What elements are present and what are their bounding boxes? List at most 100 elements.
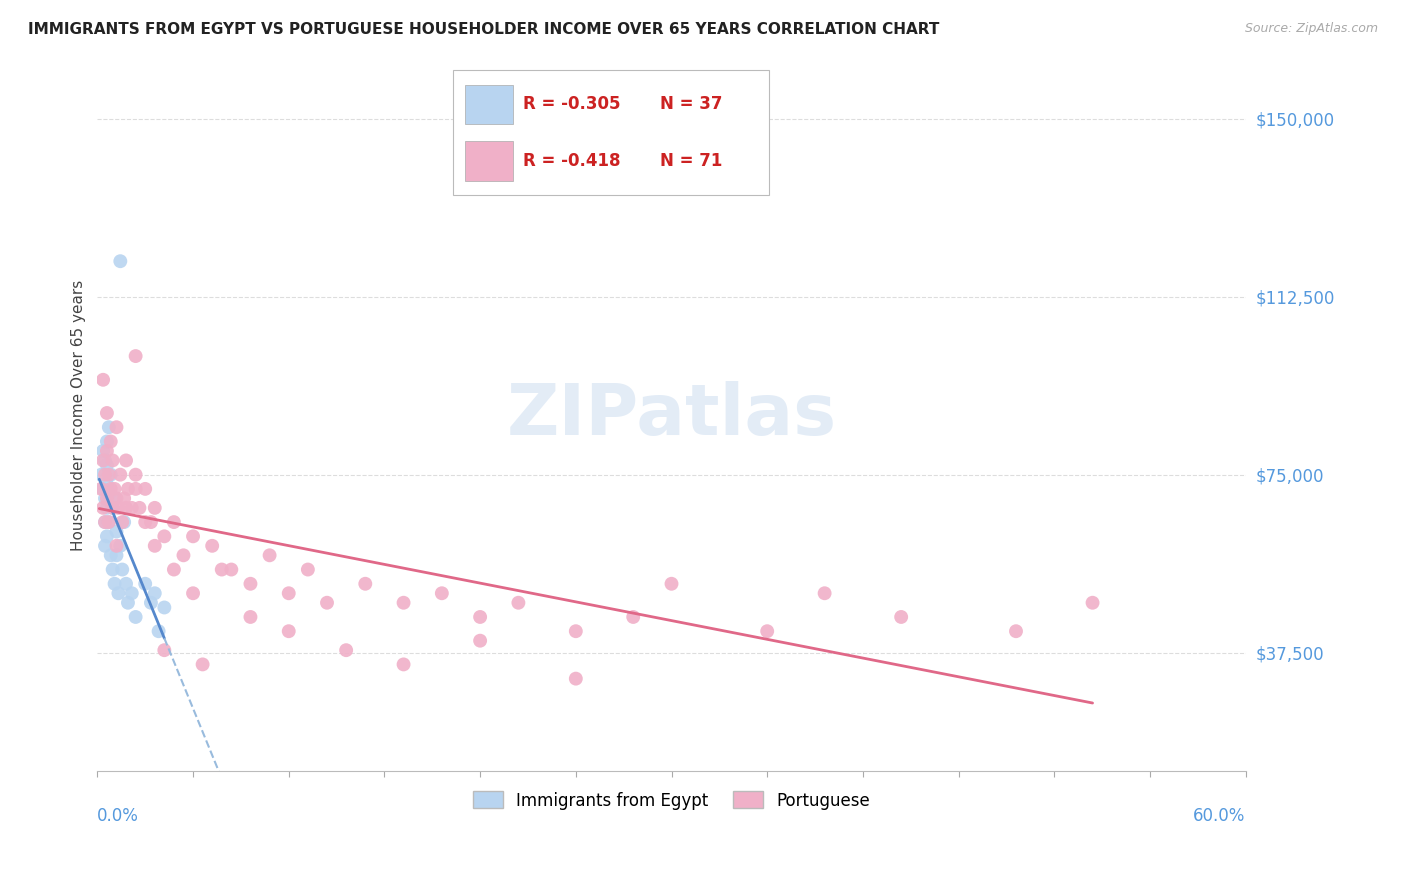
Point [392, 596, 415, 610]
Point [143, 586, 166, 600]
Text: N = 37: N = 37 [659, 95, 723, 113]
Point [110, 254, 132, 268]
Point [97, 420, 120, 434]
Point [97, 515, 120, 529]
Point [153, 529, 176, 543]
Point [103, 491, 125, 506]
Point [96, 477, 118, 491]
Point [121, 500, 143, 515]
Point [90, 467, 112, 482]
Point [91, 444, 114, 458]
Point [103, 482, 125, 496]
Point [91, 482, 114, 496]
Point [148, 624, 170, 639]
Point [134, 576, 156, 591]
Point [94, 515, 117, 529]
Point [105, 420, 128, 434]
Text: R = -0.305: R = -0.305 [523, 95, 621, 113]
Point [101, 562, 124, 576]
Point [468, 633, 491, 648]
Point [124, 482, 146, 496]
Point [112, 515, 135, 529]
Point [115, 453, 138, 467]
Point [191, 657, 214, 672]
Point [111, 515, 134, 529]
Point [201, 539, 224, 553]
Point [163, 515, 186, 529]
Point [172, 549, 194, 563]
Point [97, 515, 120, 529]
Point [112, 491, 135, 506]
Point [115, 576, 138, 591]
Point [105, 549, 128, 563]
Point [813, 586, 835, 600]
Point [96, 458, 118, 472]
Text: 0.0%: 0.0% [97, 806, 139, 825]
Y-axis label: Householder Income Over 65 years: Householder Income Over 65 years [72, 280, 86, 551]
Point [90, 482, 112, 496]
Text: Source: ZipAtlas.com: Source: ZipAtlas.com [1244, 22, 1378, 36]
Point [97, 486, 120, 500]
Point [117, 482, 139, 496]
Point [277, 586, 299, 600]
Point [211, 562, 233, 576]
Point [100, 549, 122, 563]
Text: 60.0%: 60.0% [1194, 806, 1246, 825]
Point [124, 467, 146, 482]
FancyBboxPatch shape [465, 85, 513, 124]
Point [621, 610, 644, 624]
Point [430, 586, 453, 600]
Point [101, 500, 124, 515]
Point [101, 500, 124, 515]
Point [96, 491, 118, 506]
FancyBboxPatch shape [465, 142, 513, 180]
Point [756, 624, 779, 639]
Point [277, 624, 299, 639]
Point [139, 596, 162, 610]
Point [124, 610, 146, 624]
Point [115, 500, 138, 515]
Legend: Immigrants from Egypt, Portuguese: Immigrants from Egypt, Portuguese [465, 785, 877, 816]
Point [153, 643, 176, 657]
Point [94, 515, 117, 529]
Point [105, 539, 128, 553]
Point [110, 539, 132, 553]
Point [110, 467, 132, 482]
Point [121, 586, 143, 600]
Point [97, 467, 120, 482]
Point [508, 596, 530, 610]
Text: ZIPatlas: ZIPatlas [506, 381, 837, 450]
Point [134, 515, 156, 529]
Point [1005, 624, 1028, 639]
Point [91, 500, 114, 515]
Point [468, 610, 491, 624]
Point [124, 349, 146, 363]
Point [107, 500, 129, 515]
Point [94, 491, 117, 506]
Point [105, 491, 128, 506]
Point [101, 453, 124, 467]
Point [143, 500, 166, 515]
Point [96, 444, 118, 458]
Text: R = -0.418: R = -0.418 [523, 153, 621, 170]
Point [181, 586, 204, 600]
Point [96, 434, 118, 449]
Point [163, 562, 186, 576]
Point [565, 672, 588, 686]
Point [181, 529, 204, 543]
Point [100, 482, 122, 496]
Point [221, 562, 243, 576]
Point [100, 467, 122, 482]
Point [297, 562, 319, 576]
Point [316, 596, 339, 610]
Point [565, 624, 588, 639]
Point [94, 453, 117, 467]
Point [354, 576, 377, 591]
FancyBboxPatch shape [453, 70, 769, 194]
Point [1081, 596, 1104, 610]
Point [661, 576, 683, 591]
Point [103, 576, 125, 591]
Point [107, 586, 129, 600]
Point [134, 482, 156, 496]
Point [96, 529, 118, 543]
